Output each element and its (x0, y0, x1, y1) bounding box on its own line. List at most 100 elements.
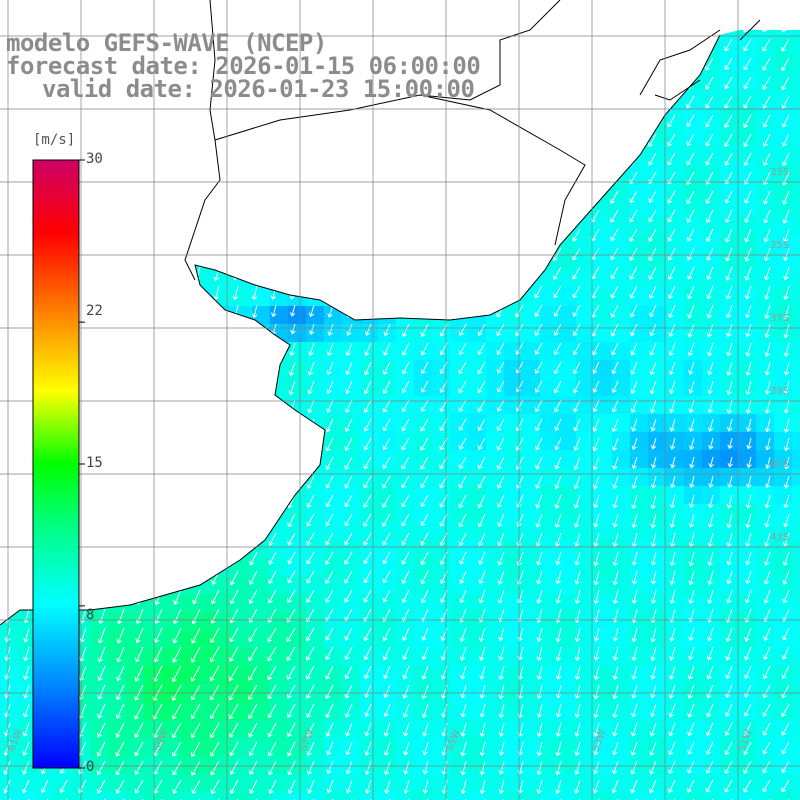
wind-speed-cell (486, 432, 504, 450)
wind-arrow (745, 399, 752, 414)
wind-arrow (118, 437, 125, 452)
wind-speed-cell (234, 720, 252, 738)
wind-arrow (346, 152, 353, 168)
wind-arrow (326, 38, 334, 53)
wind-speed-cell (486, 180, 504, 198)
wind-speed-cell (738, 198, 756, 216)
wind-arrow (154, 570, 163, 587)
wind-arrow (573, 437, 581, 451)
wind-arrow (154, 114, 163, 128)
wind-speed-cell (774, 774, 792, 792)
wind-arrow (213, 228, 220, 244)
wind-speed-cell (324, 558, 342, 576)
wind-arrow (231, 494, 239, 509)
wind-arrow (2, 304, 11, 318)
wind-speed-cell (702, 558, 720, 576)
wind-arrow (78, 209, 87, 224)
wind-speed-cell (162, 594, 180, 612)
wind-speed-cell (252, 504, 270, 522)
wind-arrow (458, 304, 467, 318)
wind-speed-cell (0, 594, 18, 612)
wind-arrow (611, 760, 619, 775)
wind-arrow (345, 760, 353, 775)
wind-speed-cell (234, 504, 252, 522)
wind-speed-cell (306, 378, 324, 396)
wind-speed-cell (126, 126, 144, 144)
wind-arrow (155, 190, 163, 205)
wind-speed-cell (738, 378, 756, 396)
wind-arrow (270, 342, 277, 357)
wind-arrow (229, 589, 239, 605)
wind-arrow (668, 342, 676, 357)
wind-arrow (193, 475, 201, 490)
wind-speed-cell (180, 558, 198, 576)
wind-speed-cell (792, 324, 800, 342)
wind-speed-cell (360, 756, 378, 774)
wind-speed-cell (288, 702, 306, 720)
wind-arrow (554, 475, 562, 490)
wind-arrow (363, 475, 372, 489)
wind-arrow (420, 570, 429, 585)
wind-arrow (572, 247, 581, 261)
wind-arrow (365, 152, 372, 168)
wind-speed-cell (126, 432, 144, 450)
wind-arrow (232, 190, 239, 206)
wind-speed-cell (522, 666, 540, 684)
wind-speed-cell (450, 288, 468, 306)
wind-speed-cell (0, 378, 18, 396)
wind-arrow (555, 646, 562, 662)
wind-speed-cell (306, 360, 324, 378)
wind-arrow (648, 114, 657, 128)
wind-speed-cell (756, 30, 774, 36)
wind-arrow (783, 418, 790, 433)
wind-arrow (307, 361, 315, 376)
wind-arrow (344, 399, 353, 413)
wind-arrow (688, 513, 695, 528)
wind-arrow (345, 285, 353, 300)
wind-speed-cell (252, 792, 270, 800)
wind-arrow (98, 285, 106, 300)
wind-arrow (325, 437, 334, 452)
wind-arrow (726, 380, 733, 396)
wind-speed-cell (324, 702, 342, 720)
wind-arrow (305, 665, 315, 680)
wind-speed-cell (288, 774, 306, 792)
wind-speed-cell (108, 612, 126, 630)
wind-speed-cell (288, 720, 306, 738)
wind-speed-cell (792, 126, 800, 144)
wind-speed-cell (432, 198, 450, 216)
wind-arrow (267, 703, 277, 719)
wind-speed-cell (558, 162, 576, 180)
wind-speed-cell (144, 738, 162, 756)
wind-arrow (764, 399, 771, 414)
wind-speed-cell (432, 630, 450, 648)
wind-speed-cell (450, 594, 468, 612)
wind-arrow (687, 247, 695, 261)
wind-arrow (515, 380, 524, 393)
wind-arrow (687, 722, 695, 737)
wind-arrow (118, 475, 125, 491)
wind-speed-cell (144, 198, 162, 216)
wind-speed-cell (162, 792, 180, 800)
wind-arrow (23, 437, 30, 452)
wind-arrow (536, 589, 543, 604)
wind-speed-cell (558, 558, 576, 576)
wind-arrow (210, 627, 220, 644)
wind-speed-cell (756, 792, 774, 800)
wind-arrow (669, 570, 676, 586)
wind-speed-cell (396, 594, 414, 612)
wind-arrow (363, 665, 372, 680)
wind-arrow (420, 532, 429, 546)
wind-arrow (2, 114, 11, 128)
wind-speed-cell (684, 648, 702, 666)
wind-arrow (213, 304, 220, 319)
wind-arrow (421, 190, 429, 206)
wind-speed-cell (612, 180, 630, 198)
wind-speed-cell (738, 792, 756, 800)
wind-speed-cell (288, 468, 306, 486)
wind-speed-cell (252, 594, 270, 612)
wind-arrow (232, 247, 239, 262)
wind-speed-cell (450, 414, 468, 432)
wind-arrow (650, 456, 657, 469)
wind-arrow (763, 209, 771, 224)
